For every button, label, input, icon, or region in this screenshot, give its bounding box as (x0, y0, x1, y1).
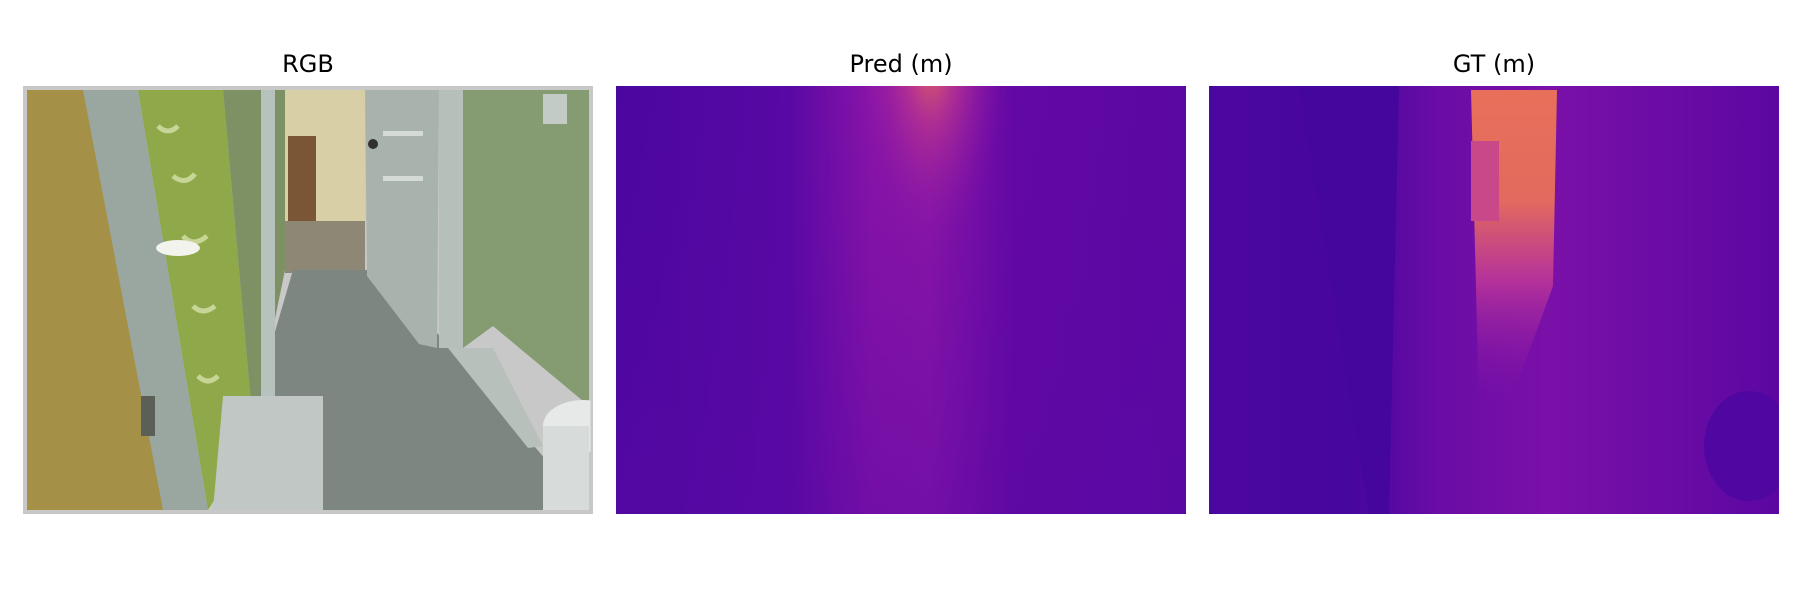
gt-toilet (1704, 391, 1779, 501)
door-hinge (141, 396, 155, 436)
gt-depth-panel (1209, 86, 1779, 514)
door-panel-line (383, 131, 423, 136)
left-door-frame (83, 90, 208, 510)
right-wall (439, 90, 589, 406)
pred-floor-shade (616, 86, 1186, 514)
gt-depth-map (1209, 86, 1779, 514)
panel-title-gt: GT (m) (1452, 50, 1536, 78)
door-panel-line-2 (383, 176, 423, 181)
panel-title-rgb: RGB (282, 50, 334, 78)
right-door-frame (439, 90, 463, 348)
toilet-base (543, 426, 589, 510)
rgb-image-panel (23, 86, 593, 514)
gt-near-left-wall (1299, 86, 1399, 514)
baseboard (448, 348, 543, 448)
far-room-carpet (285, 221, 365, 273)
bath-mat (213, 396, 323, 510)
rgb-photo (23, 86, 593, 514)
pred-depth-panel (616, 86, 1186, 514)
panel-title-pred: Pred (m) (849, 50, 953, 78)
curtain-pattern (156, 124, 220, 384)
light-switch (543, 94, 567, 124)
left-hall-trim (261, 90, 275, 420)
curtain-highlight (156, 240, 200, 256)
gt-cabinet (1471, 141, 1499, 221)
door-knob (368, 139, 378, 149)
open-door (365, 90, 439, 348)
far-cabinet (288, 136, 316, 226)
pred-depth-map (616, 86, 1186, 514)
